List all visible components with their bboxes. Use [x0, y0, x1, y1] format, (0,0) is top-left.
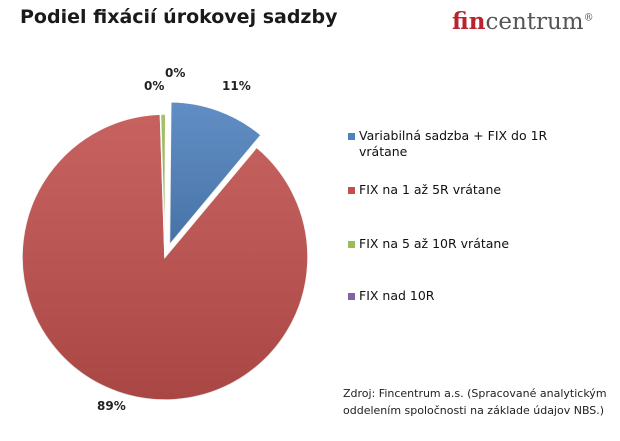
- slice-label-fix-over-10: 0%: [165, 66, 185, 80]
- source-note: Zdroj: Fincentrum a.s. (Spracované analy…: [343, 387, 607, 417]
- slice-fix-over-10-shading: [165, 114, 167, 257]
- logo-accent-text: fin: [452, 8, 486, 35]
- legend-item-variable: Variabilná sadzba + FIX do 1R vrátane: [348, 128, 598, 160]
- slice-label-fix-5-10: 0%: [144, 79, 164, 93]
- logo-rest-text: centrum: [485, 9, 584, 35]
- legend-label-variable: Variabilná sadzba + FIX do 1R vrátane: [359, 128, 548, 159]
- legend-swatch-fix-1-5: [348, 187, 355, 194]
- legend-item-fix-1-5: FIX na 1 až 5R vrátane: [348, 182, 598, 198]
- legend-item-fix-5-10: FIX na 5 až 10R vrátane: [348, 236, 598, 252]
- legend-swatch-variable: [348, 133, 355, 140]
- slice-variable-shading: [169, 101, 262, 245]
- legend-label-fix-5-10: FIX na 5 až 10R vrátane: [359, 236, 510, 251]
- slice-fix-over-10: [164, 113, 168, 258]
- fincentrum-logo: fincentrum®: [452, 8, 594, 35]
- slice-label-fix-1-5: 89%: [97, 399, 126, 413]
- legend-swatch-fix-over-10: [348, 293, 355, 300]
- legend-swatch-fix-5-10: [348, 241, 355, 248]
- legend-item-fix-over-10: FIX nad 10R: [348, 288, 598, 304]
- legend-label-fix-1-5: FIX na 1 až 5R vrátane: [359, 182, 502, 197]
- slice-label-variable: 11%: [222, 79, 251, 93]
- chart-title: Podiel fixácií úrokovej sadzby: [20, 6, 338, 28]
- logo-registered-mark: ®: [583, 12, 594, 24]
- legend-label-fix-over-10: FIX nad 10R: [359, 288, 435, 303]
- slice-fix-1-5-shading: [21, 114, 308, 401]
